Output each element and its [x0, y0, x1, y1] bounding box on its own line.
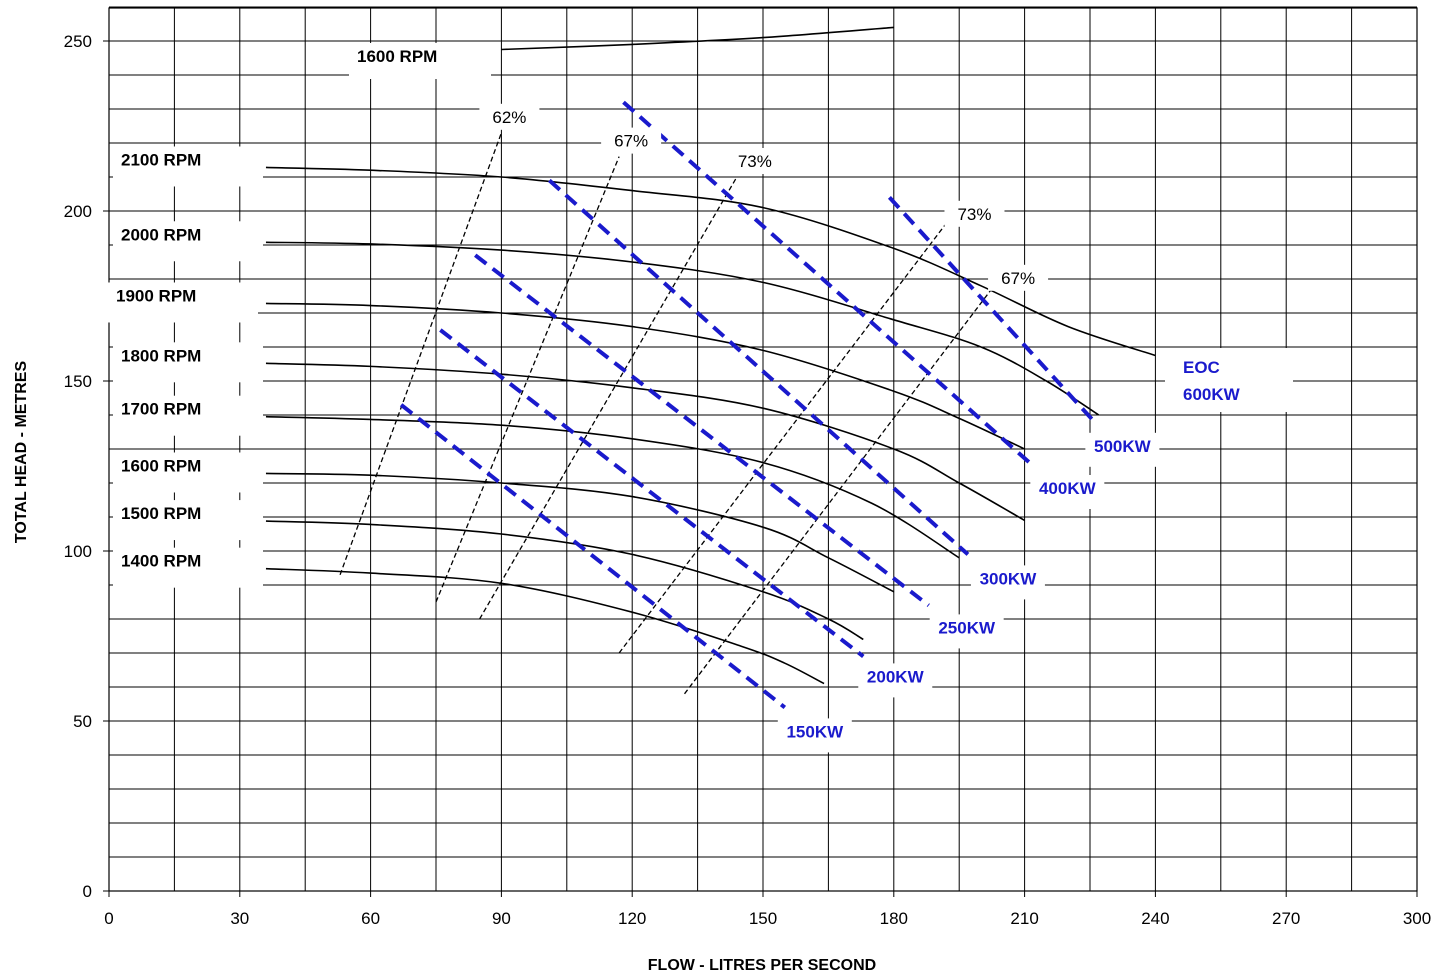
power-label: 200KW: [867, 667, 925, 686]
rpm-label-bg: [113, 547, 263, 588]
efficiency-label: 67%: [1001, 269, 1035, 288]
speed-curve: [265, 415, 960, 559]
y-tick-label: 250: [64, 32, 92, 51]
speed-curves: [265, 26, 1156, 685]
speed-curve: [265, 166, 1156, 357]
power-label: 300KW: [980, 569, 1038, 588]
y-tick-label: 200: [64, 202, 92, 221]
efficiency-line: [479, 176, 738, 620]
power-label-bg: [858, 663, 933, 698]
power-lines: [399, 100, 1096, 709]
speed-curve: [501, 26, 894, 51]
speed-curve: [265, 472, 895, 593]
speed-curve: [265, 567, 825, 685]
power-label: 250KW: [938, 618, 996, 637]
speed-curve: [265, 520, 864, 641]
rpm-label: 2100 RPM: [121, 150, 201, 169]
power-label: 500KW: [1094, 437, 1152, 456]
power-line: [474, 253, 930, 607]
rpm-label: 1400 RPM: [121, 552, 201, 571]
eoc-label: EOC: [1183, 358, 1220, 377]
speed-curve: [265, 302, 1025, 450]
x-tick-label: 270: [1272, 909, 1300, 928]
power-label-bg: [1030, 475, 1105, 509]
efficiency-label-bg: [601, 127, 662, 154]
power-label: 150KW: [786, 722, 844, 741]
x-tick-label: 150: [749, 909, 777, 928]
rpm-label: 1900 RPM: [116, 286, 196, 305]
efficiency-label: 67%: [614, 132, 648, 151]
x-tick-label: 90: [492, 909, 511, 928]
rpm-label-bg: [349, 43, 491, 79]
y-tick-label: 0: [83, 882, 92, 901]
power-label: 400KW: [1039, 479, 1097, 498]
x-tick-label: 0: [104, 909, 113, 928]
rpm-label: 1500 RPM: [121, 504, 201, 523]
efficiency-label-bg: [988, 264, 1049, 291]
rpm-label: 1600 RPM: [357, 47, 437, 66]
x-tick-label: 180: [880, 909, 908, 928]
efficiency-label: 62%: [492, 108, 526, 127]
y-axis-label: TOTAL HEAD - METRES: [13, 361, 30, 544]
efficiency-line: [339, 132, 503, 576]
efficiency-label-bg: [479, 103, 540, 130]
curve-labels: 1600 RPM 2100 RPM 2000 RPM 1900 RPM 1800 RPM…: [108, 43, 1293, 753]
y-tick-label: 150: [64, 372, 92, 391]
x-tick-label: 30: [230, 909, 249, 928]
x-tick-label: 240: [1141, 909, 1169, 928]
axis-ticks: 0 30 60 90 120 150 180 210 240 270 300 0 50 100 150 200…: [64, 32, 1432, 928]
rpm-label-bg: [113, 500, 263, 541]
eoc-power-label: 600KW: [1183, 385, 1241, 404]
power-label-bg: [1085, 432, 1160, 467]
rpm-label-bg: [113, 452, 263, 493]
rpm-label: 1800 RPM: [121, 346, 201, 365]
grid: [108, 6, 1418, 892]
power-line: [399, 403, 787, 709]
power-label-bg: [970, 565, 1045, 600]
efficiency-label: 73%: [957, 205, 991, 224]
rpm-label-bg: [108, 282, 258, 323]
x-axis-label: FLOW - LITRES PER SECOND: [648, 957, 876, 973]
x-tick-label: 60: [361, 909, 380, 928]
efficiency-label-bg: [944, 200, 1005, 227]
power-label-bg: [929, 614, 1004, 649]
x-tick-label: 300: [1403, 909, 1431, 928]
y-tick-label: 50: [73, 712, 92, 731]
rpm-label: 2000 RPM: [121, 225, 201, 244]
rpm-label-bg: [113, 395, 263, 436]
efficiency-label: 73%: [738, 152, 772, 171]
efficiency-label-bg: [724, 148, 785, 174]
power-line: [887, 196, 1096, 424]
rpm-label: 1700 RPM: [121, 400, 201, 419]
power-label-bg: [777, 718, 852, 753]
speed-curve: [265, 241, 1100, 416]
speed-curve: [265, 362, 1025, 522]
power-line: [622, 100, 1035, 468]
rpm-label-bg: [113, 342, 263, 383]
efficiency-line: [618, 217, 951, 654]
eoc-label-bg: [1165, 348, 1293, 412]
rpm-label-bg: [113, 146, 263, 187]
rpm-label: 1600 RPM: [121, 456, 201, 475]
x-tick-label: 210: [1010, 909, 1038, 928]
x-tick-label: 120: [618, 909, 646, 928]
y-tick-label: 100: [64, 542, 92, 561]
rpm-label-bg: [113, 221, 263, 262]
efficiency-line: [435, 156, 620, 603]
power-line: [548, 178, 970, 556]
efficiency-lines: [339, 132, 995, 695]
efficiency-line: [684, 285, 995, 695]
power-line: [439, 328, 865, 658]
